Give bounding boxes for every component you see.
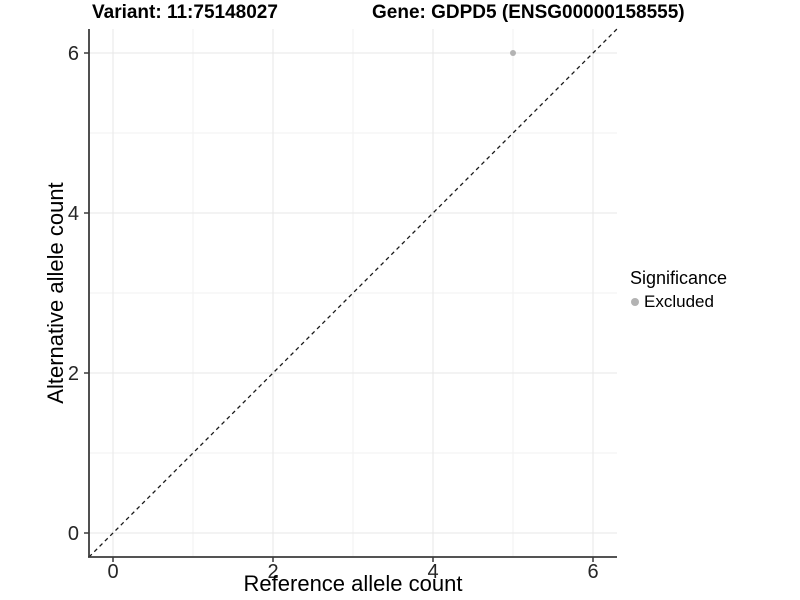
legend-title: Significance bbox=[630, 268, 728, 288]
legend: Significance Excluded bbox=[630, 267, 727, 312]
x-tick-label: 0 bbox=[107, 561, 118, 583]
y-tick-label: 4 bbox=[68, 203, 79, 225]
data-point bbox=[510, 50, 516, 56]
x-axis-ticks: 0 2 4 6 bbox=[107, 557, 599, 583]
x-axis-title: Reference allele count bbox=[243, 571, 463, 596]
y-axis-ticks: 0 2 4 6 bbox=[68, 43, 89, 545]
grid-major bbox=[89, 29, 617, 557]
y-tick-label: 0 bbox=[68, 523, 79, 545]
legend-item-excluded: Excluded bbox=[630, 292, 727, 312]
variant-title: Variant: 11:75148027 bbox=[92, 2, 278, 23]
gene-title: Gene: GDPD5 (ENSG00000158555) bbox=[372, 2, 685, 23]
legend-item-label: Excluded bbox=[644, 292, 714, 311]
y-tick-label: 6 bbox=[68, 43, 79, 65]
excluded-point-swatch-icon bbox=[631, 298, 639, 306]
x-tick-label: 2 bbox=[267, 561, 278, 583]
y-tick-label: 2 bbox=[68, 363, 79, 385]
x-tick-label: 4 bbox=[427, 561, 438, 583]
grid-minor bbox=[89, 29, 617, 557]
x-tick-label: 6 bbox=[587, 561, 598, 583]
y-axis-title: Alternative allele count bbox=[43, 182, 68, 404]
